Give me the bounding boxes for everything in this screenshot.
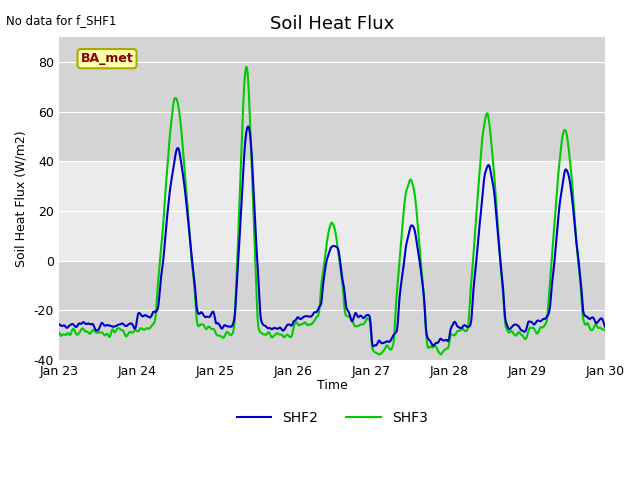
SHF3 bbox=[305, 322, 312, 328]
Line: SHF2: SHF2 bbox=[59, 127, 605, 346]
SHF3 bbox=[602, 327, 609, 333]
SHF2 bbox=[244, 124, 252, 130]
SHF3 bbox=[55, 329, 63, 335]
Bar bbox=[59, 161, 605, 261]
SHF3 bbox=[466, 305, 474, 311]
Title: Soil Heat Flux: Soil Heat Flux bbox=[270, 15, 394, 33]
SHF2 bbox=[362, 312, 370, 318]
Y-axis label: Soil Heat Flux (W/m2): Soil Heat Flux (W/m2) bbox=[15, 130, 28, 267]
SHF3 bbox=[552, 209, 559, 215]
SHF2 bbox=[305, 313, 312, 319]
SHF3 bbox=[375, 351, 383, 357]
SHF2 bbox=[55, 321, 63, 327]
Text: No data for f_SHF1: No data for f_SHF1 bbox=[6, 14, 116, 27]
SHF2 bbox=[466, 324, 474, 329]
Legend: SHF2, SHF3: SHF2, SHF3 bbox=[231, 406, 433, 431]
Line: SHF3: SHF3 bbox=[59, 67, 605, 354]
SHF3 bbox=[536, 326, 543, 332]
SHF2 bbox=[602, 324, 609, 330]
SHF2 bbox=[552, 250, 559, 256]
X-axis label: Time: Time bbox=[317, 379, 348, 392]
SHF2 bbox=[602, 324, 609, 330]
SHF2 bbox=[536, 318, 543, 324]
SHF3 bbox=[362, 317, 370, 323]
SHF3 bbox=[243, 64, 250, 70]
Text: BA_met: BA_met bbox=[81, 52, 133, 65]
SHF3 bbox=[602, 327, 609, 333]
SHF2 bbox=[369, 343, 377, 349]
